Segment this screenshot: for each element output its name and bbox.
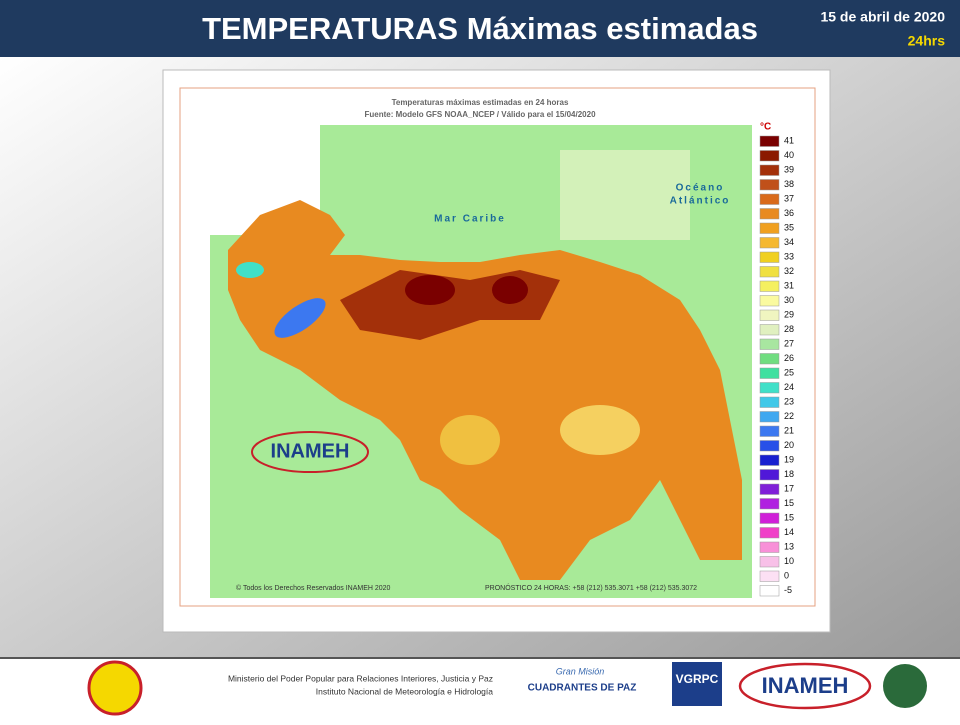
legend-label: 10 [784, 556, 794, 566]
legend-swatch [759, 295, 780, 307]
header-title: TEMPERATURAS Máximas estimadas [202, 11, 758, 46]
legend-swatch [759, 193, 780, 205]
legend-swatch [759, 135, 780, 147]
vgrpc-label: VGRPC [676, 672, 719, 686]
legend-swatch [759, 469, 780, 481]
legend-swatch [759, 338, 780, 350]
header-bar [0, 0, 960, 57]
legend-label: 32 [784, 266, 794, 276]
legend-swatch [759, 512, 780, 524]
legend-swatch [759, 367, 780, 379]
legend-swatch [759, 280, 780, 292]
legend-label: 21 [784, 426, 794, 436]
legend-swatch [759, 208, 780, 220]
legend-swatch [759, 164, 780, 176]
legend-label: 15 [784, 498, 794, 508]
legend-label: 13 [784, 542, 794, 552]
cool-zone [236, 262, 264, 278]
legend-label: 41 [784, 136, 794, 146]
legend-swatch [759, 556, 780, 568]
logo-ring [251, 431, 369, 473]
mild-zone [440, 415, 500, 465]
legend-swatch [759, 541, 780, 553]
legend: 41 40 39 38 37 36 35 34 33 32 31 30 29 28 27 26 25 24 23 22… [759, 135, 794, 597]
legend-swatch [759, 382, 780, 394]
legend-swatch [759, 440, 780, 452]
copyright: © Todos los Derechos Reservados INAMEH 2… [236, 584, 391, 592]
legend-label: 19 [784, 455, 794, 465]
hot-zone [492, 276, 528, 304]
logo-ring [738, 662, 872, 710]
legend-label: 25 [784, 368, 794, 378]
legend-label: 15 [784, 513, 794, 523]
legend-label: 28 [784, 324, 794, 334]
legend-label: 30 [784, 295, 794, 305]
legend-label: 20 [784, 440, 794, 450]
footer-logo: INAMEH [762, 673, 849, 698]
legend-swatch [759, 324, 780, 336]
legend-swatch [759, 222, 780, 234]
institute: Instituto Nacional de Meteorología e Hid… [316, 686, 493, 696]
legend-swatch [759, 237, 780, 249]
legend-label: 38 [784, 179, 794, 189]
legend-label: 26 [784, 353, 794, 363]
map-title: Temperaturas máximas estimadas en 24 hor… [392, 98, 569, 107]
legend-unit: °C [760, 122, 771, 133]
legend-label: 31 [784, 281, 794, 291]
mision-label: CUADRANTES DE PAZ [528, 683, 637, 694]
legend-swatch [759, 425, 780, 437]
vgrpc-logo [672, 662, 722, 706]
cool-zone [274, 298, 326, 338]
emblem [87, 660, 143, 716]
legend-swatch [759, 483, 780, 495]
legend-label: 14 [784, 527, 794, 537]
ministry: Ministerio del Poder Popular para Relaci… [228, 673, 493, 683]
legend-label: 23 [784, 397, 794, 407]
seal [883, 664, 927, 708]
map-subtitle: Fuente: Modelo GFS NOAA_NCEP / Válido pa… [364, 110, 596, 119]
islands-area [560, 150, 690, 240]
legend-swatch [759, 179, 780, 191]
legend-label: 0 [784, 571, 789, 581]
hot-zone [405, 275, 455, 305]
footer [0, 660, 960, 720]
legend-swatch [759, 570, 780, 582]
legend-label: 17 [784, 484, 794, 494]
legend-swatch [759, 411, 780, 423]
legend-label: 18 [784, 469, 794, 479]
legend-label: 40 [784, 150, 794, 160]
legend-label: 34 [784, 237, 794, 247]
header-period: 24hrs [908, 33, 946, 49]
legend-label: 37 [784, 194, 794, 204]
sea-label: Mar Caribe [434, 214, 506, 225]
legend-label: 22 [784, 411, 794, 421]
legend-label: 39 [784, 165, 794, 175]
legend-label: 27 [784, 339, 794, 349]
legend-label: 35 [784, 223, 794, 233]
legend-swatch [759, 585, 780, 597]
legend-swatch [759, 150, 780, 162]
legend-swatch [759, 309, 780, 321]
legend-swatch [759, 498, 780, 510]
map-logo: INAMEH [271, 440, 350, 462]
legend-swatch [759, 251, 780, 263]
mild-zone [560, 405, 640, 455]
legend-swatch [759, 396, 780, 408]
header-date: 15 de abril de 2020 [820, 9, 945, 25]
legend-label: 33 [784, 252, 794, 262]
ocean-label: Océano [676, 183, 725, 194]
legend-swatch [759, 353, 780, 365]
legend-label: 36 [784, 208, 794, 218]
ocean-label: Atlántico [670, 196, 731, 207]
legend-label: -5 [784, 585, 792, 595]
mision-label: Gran Misión [556, 666, 605, 676]
legend-swatch [759, 527, 780, 539]
legend-label: 29 [784, 310, 794, 320]
forecast-contact: PRONÓSTICO 24 HORAS: +58 (212) 535.3071 … [485, 583, 697, 592]
legend-swatch [759, 266, 780, 278]
legend-swatch [759, 454, 780, 466]
legend-label: 24 [784, 382, 794, 392]
